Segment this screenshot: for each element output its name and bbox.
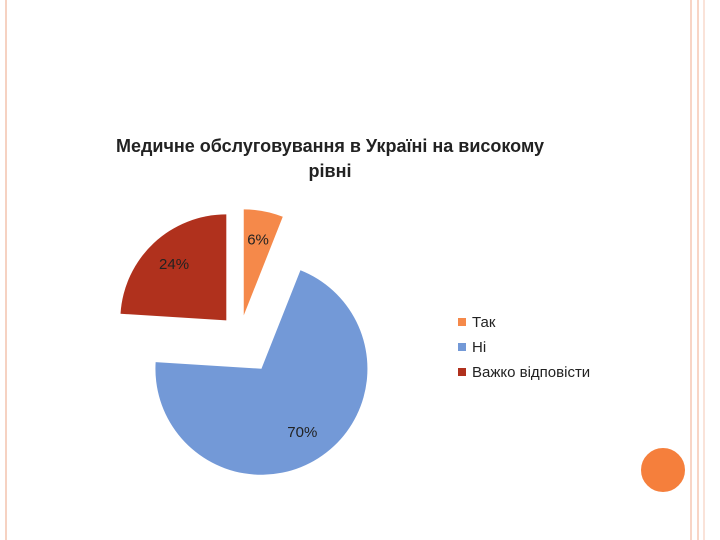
legend-label: Так xyxy=(472,314,496,331)
legend-swatch xyxy=(458,368,466,376)
legend-label: Ні xyxy=(472,339,486,356)
data-label: 70% xyxy=(287,424,317,441)
decor-circle xyxy=(639,446,687,494)
data-label: 24% xyxy=(159,256,189,273)
pie-slice xyxy=(243,209,283,316)
pie-slice xyxy=(120,214,227,321)
legend-swatch xyxy=(458,318,466,326)
pie-slice xyxy=(155,270,368,475)
legend-swatch xyxy=(458,343,466,351)
data-label: 6% xyxy=(247,231,269,248)
chart-title: Медичне обслуговування в Україні на висо… xyxy=(115,136,545,181)
legend-label: Важко відповісти xyxy=(472,364,590,381)
